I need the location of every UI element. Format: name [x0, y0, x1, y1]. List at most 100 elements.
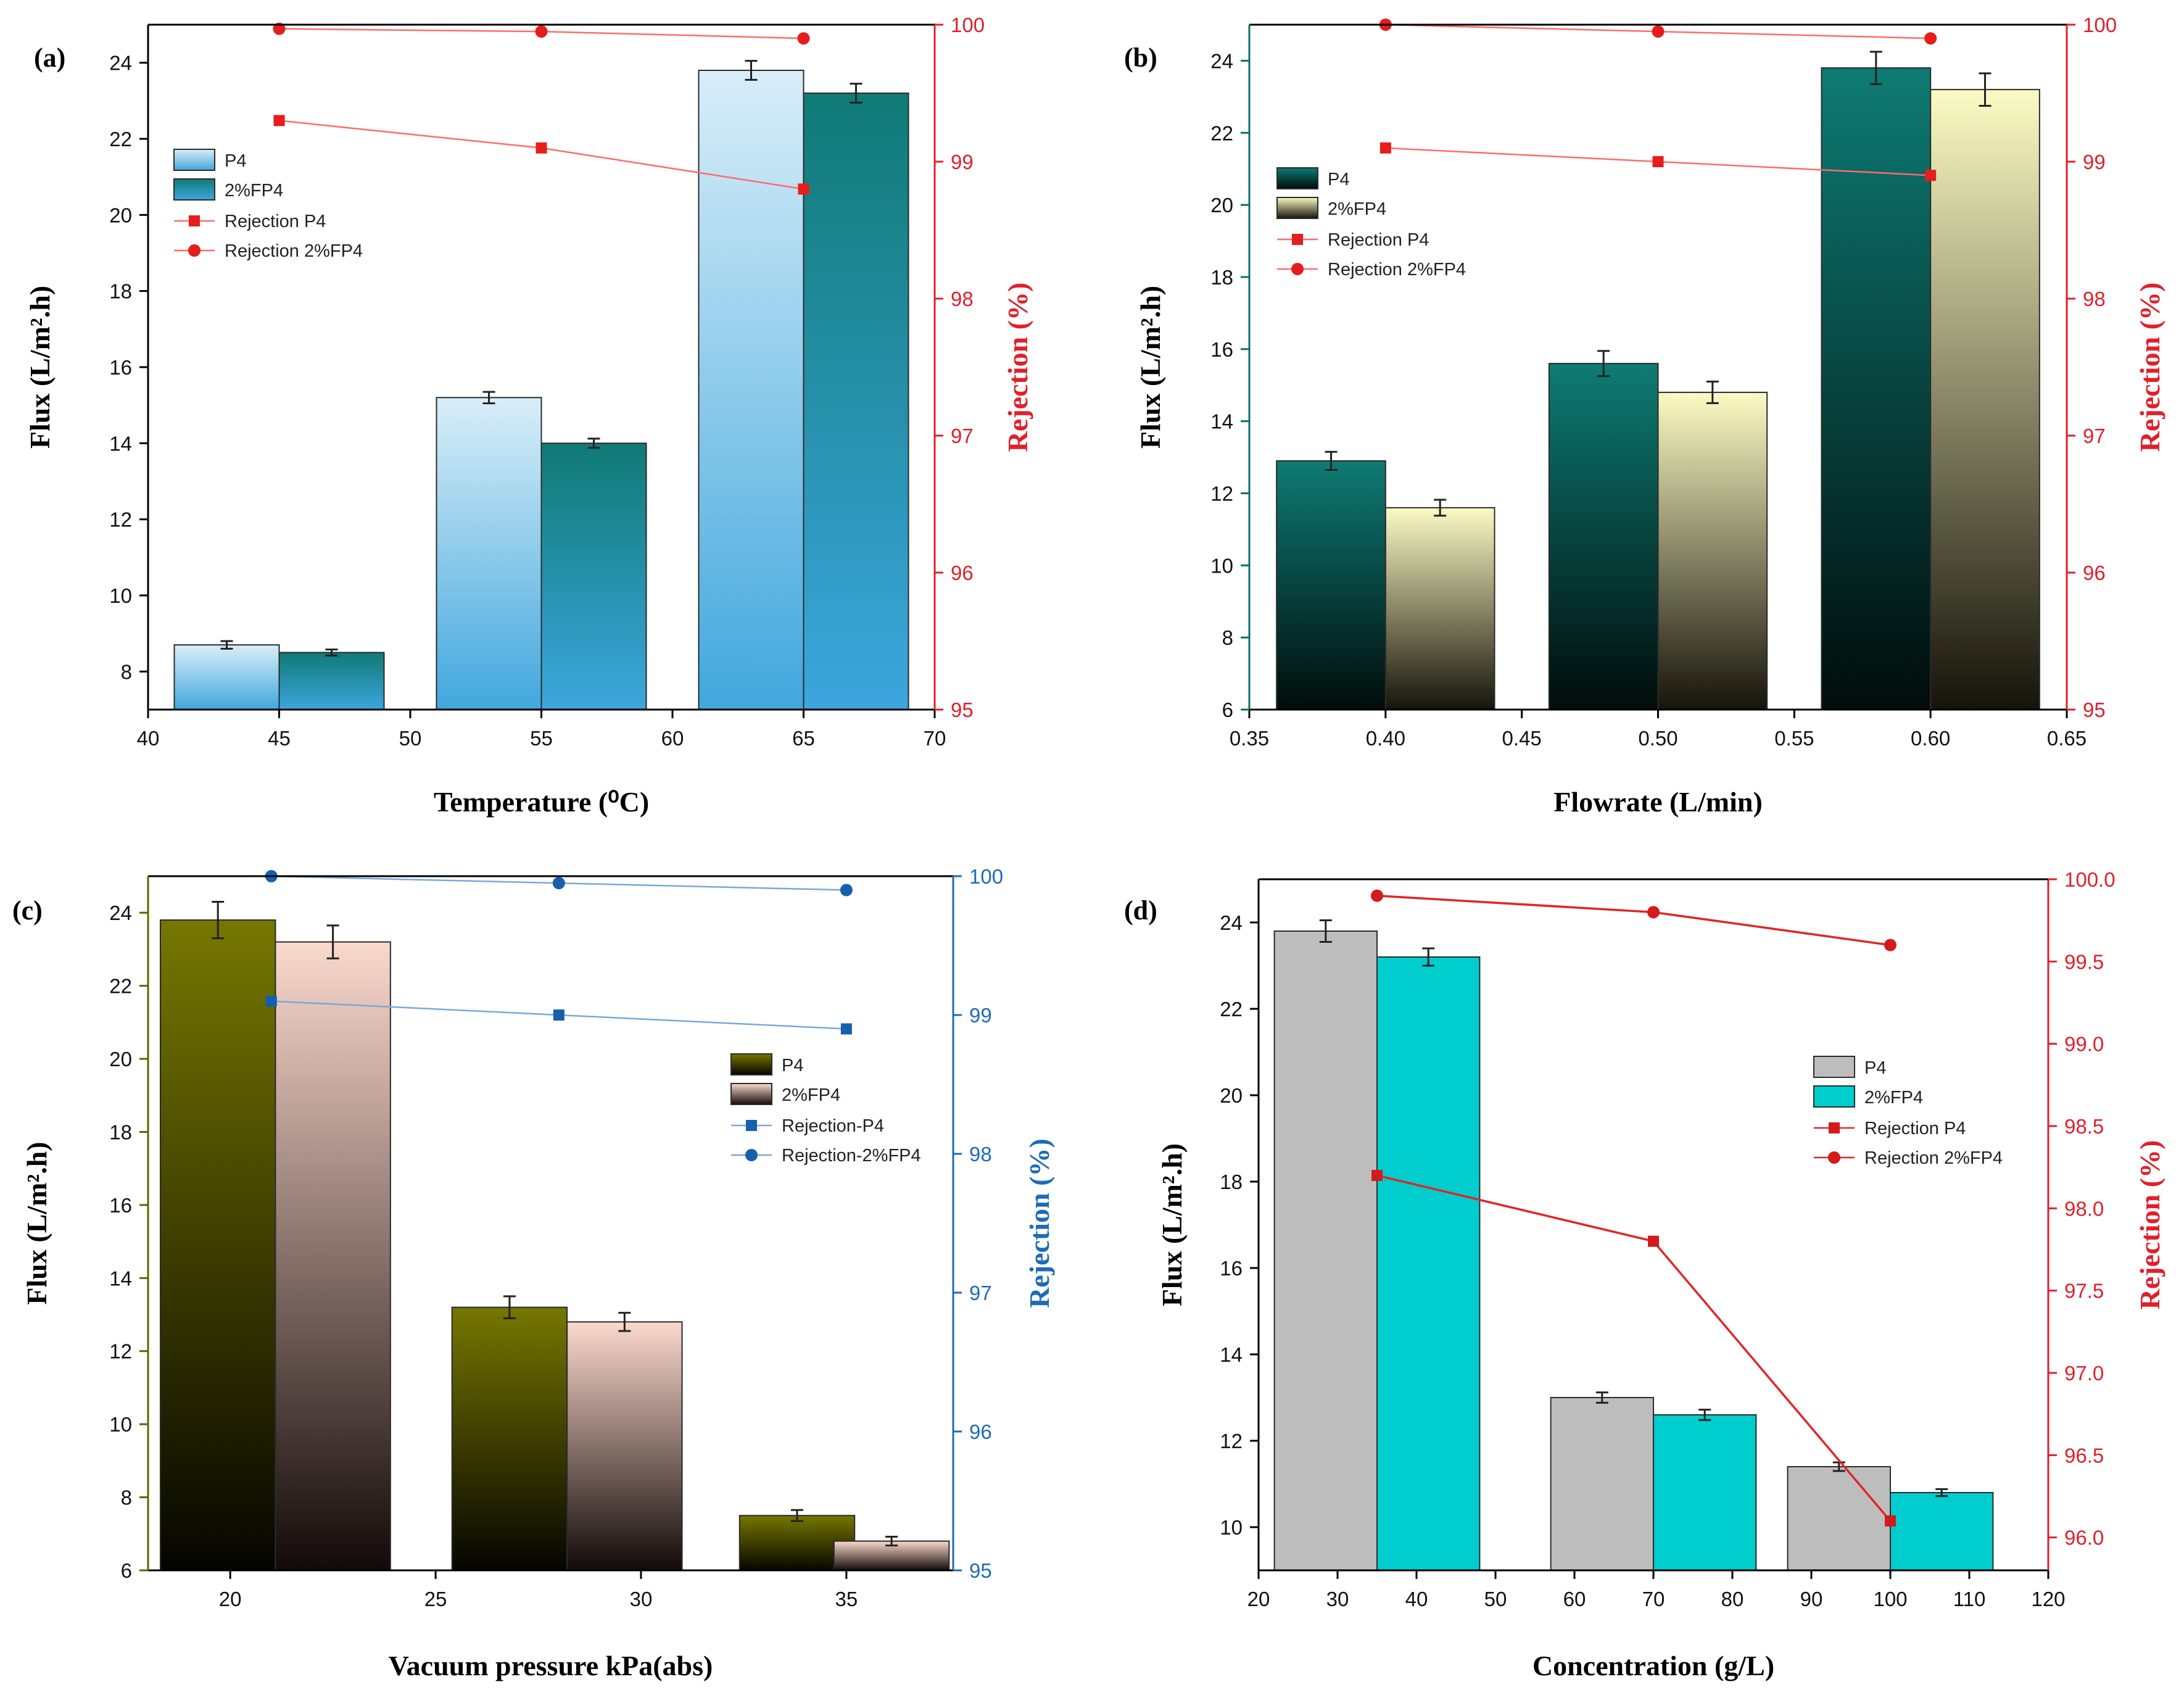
rejection-point-square [840, 1023, 852, 1035]
x-tick-label: 120 [2031, 1588, 2065, 1610]
y-tick-label: 10 [1210, 554, 1233, 577]
panel-2: 0.35 0.40 0.45 0.50 0.55 0.60 0.65 6 8 10 12 14 16 18… [1124, 14, 2165, 818]
y2-tick-label: 95 [2083, 698, 2106, 721]
y-tick-label: 14 [109, 432, 132, 455]
x-tick-label: 100 [1873, 1588, 1907, 1610]
panel-label: (b) [1124, 43, 1157, 73]
y-tick-label: 14 [1220, 1343, 1243, 1366]
y2-tick-label: 96.0 [2064, 1527, 2104, 1549]
legend-swatch-p4 [1813, 1056, 1855, 1078]
y-tick-label: 18 [1210, 266, 1233, 289]
x-tick-label: 55 [530, 727, 553, 750]
legend-label: Rejection-2%FP4 [782, 1146, 921, 1166]
legend-label: Rejection-P4 [782, 1116, 884, 1136]
panel-3: 20 25 30 35 6 8 10 12 14 16 18 20 22 24 95 96 97 98 99 100 V… [12, 865, 1055, 1681]
bar-fp4-2 [566, 1321, 683, 1571]
y-axis-title: Flux (L/m².h) [1156, 1143, 1188, 1306]
x-axis-title: Temperature (⁰C) [434, 786, 649, 818]
rejection-point-square [1885, 1515, 1896, 1527]
y2-tick-label: 98 [2083, 288, 2106, 310]
y-tick-label: 8 [1222, 626, 1233, 649]
x-tick-label: 0.55 [1774, 727, 1814, 750]
panel-label: (a) [34, 43, 65, 73]
legend-swatch-fp4 [173, 178, 215, 201]
rejection-point-square [265, 995, 277, 1007]
bar-p4-2 [451, 1306, 568, 1572]
y-tick-label: 10 [1220, 1516, 1243, 1539]
rejection-point-square [1652, 156, 1664, 167]
y-tick-label: 22 [109, 975, 132, 998]
legend-marker-circle [1828, 1151, 1840, 1164]
legend: P4 2%FP4 Rejection P4 Rejection 2%FP4 [173, 149, 363, 261]
legend-label: Rejection 2%FP4 [1864, 1148, 2003, 1168]
x-tick-label: 70 [924, 727, 946, 750]
y2-tick-label: 100 [2083, 14, 2117, 36]
y-tick-label: 22 [1210, 122, 1233, 144]
y2-tick-label: 97 [951, 425, 974, 447]
legend-swatch-p4 [730, 1053, 772, 1075]
y2-tick-label: 99.0 [2064, 1033, 2104, 1056]
legend-swatch-fp4 [1276, 197, 1318, 219]
legend-label: P4 [225, 151, 246, 171]
y-tick-label: 8 [121, 660, 132, 683]
legend: P4 2%FP4 Rejection-P4 Rejection-2%FP4 [730, 1053, 921, 1166]
y2-tick-label: 95 [969, 1559, 992, 1582]
rejection-point-square [1648, 1235, 1659, 1247]
y-tick-label: 22 [109, 128, 132, 151]
x-axis-title: Vacuum pressure kPa(abs) [389, 1650, 713, 1681]
legend-label: 2%FP4 [225, 181, 283, 201]
bar-fp4-3 [1890, 1492, 1994, 1571]
bar-fp4-3 [1930, 89, 2040, 710]
bar-fp4-3 [803, 93, 909, 710]
bar-fp4-2 [1657, 391, 1768, 710]
bar-fp4-2 [540, 442, 647, 710]
x-tick-label: 20 [1247, 1588, 1270, 1610]
y2-tick-label: 97.5 [2064, 1280, 2104, 1303]
y-tick-label: 8 [121, 1486, 132, 1509]
y2-tick-label: 97.0 [2064, 1362, 2104, 1385]
legend-marker-square [1829, 1122, 1840, 1133]
rejection-point-square [1371, 1170, 1383, 1181]
y2-tick-label: 96 [951, 561, 974, 584]
x-tick-label: 0.35 [1230, 727, 1269, 750]
x-tick-label: 0.40 [1366, 727, 1405, 750]
legend-label: P4 [1328, 170, 1349, 189]
x-tick-label: 65 [792, 727, 815, 750]
y-tick-label: 24 [1210, 49, 1233, 72]
rejection-point-circle [1884, 939, 1897, 951]
legend-swatch-fp4 [1813, 1085, 1855, 1108]
y2-tick-label: 97 [969, 1282, 992, 1304]
x-tick-label: 70 [1642, 1588, 1665, 1610]
rejection-point-square [1925, 170, 1937, 181]
x-tick-label: 50 [399, 727, 422, 750]
bar-p4-3 [698, 70, 805, 710]
rejection-point-circle [1924, 32, 1937, 45]
rejection-point-circle [273, 22, 286, 35]
rejection-point-circle [1647, 906, 1660, 919]
legend-label: Rejection P4 [1864, 1119, 1966, 1138]
y2-axis-title: Rejection (%) [1024, 1138, 1055, 1308]
x-tick-label: 25 [424, 1588, 447, 1610]
legend-label: Rejection P4 [1328, 230, 1429, 250]
legend-label: 2%FP4 [1864, 1088, 1923, 1108]
y-tick-label: 12 [109, 1340, 132, 1363]
panel-1: 40 45 50 55 60 65 70 8 10 12 14 16 18 20 22 24 95 96 97 98 9… [24, 14, 1033, 818]
x-axis-title: Flowrate (L/min) [1553, 786, 1763, 818]
legend: P4 2%FP4 Rejection P4 Rejection 2%FP4 [1813, 1056, 2003, 1168]
x-tick-label: 60 [661, 727, 684, 750]
y2-tick-label: 97 [2083, 425, 2106, 447]
y-tick-label: 6 [121, 1559, 132, 1582]
bar-p4-2 [1548, 363, 1659, 710]
y2-tick-label: 99 [951, 151, 974, 173]
y-tick-label: 24 [109, 52, 132, 75]
rejection-point-circle [840, 884, 853, 897]
legend-swatch-fp4 [730, 1083, 772, 1105]
bar-p4-2 [436, 397, 542, 710]
y-tick-label: 24 [109, 901, 132, 924]
legend-label: P4 [782, 1056, 803, 1075]
y-tick-label: 16 [1220, 1257, 1243, 1280]
y-tick-label: 20 [109, 204, 132, 226]
y-tick-label: 22 [1220, 998, 1243, 1021]
legend: P4 2%FP4 Rejection P4 Rejection 2%FP4 [1276, 167, 1466, 280]
bar-p4-1 [1273, 930, 1378, 1571]
